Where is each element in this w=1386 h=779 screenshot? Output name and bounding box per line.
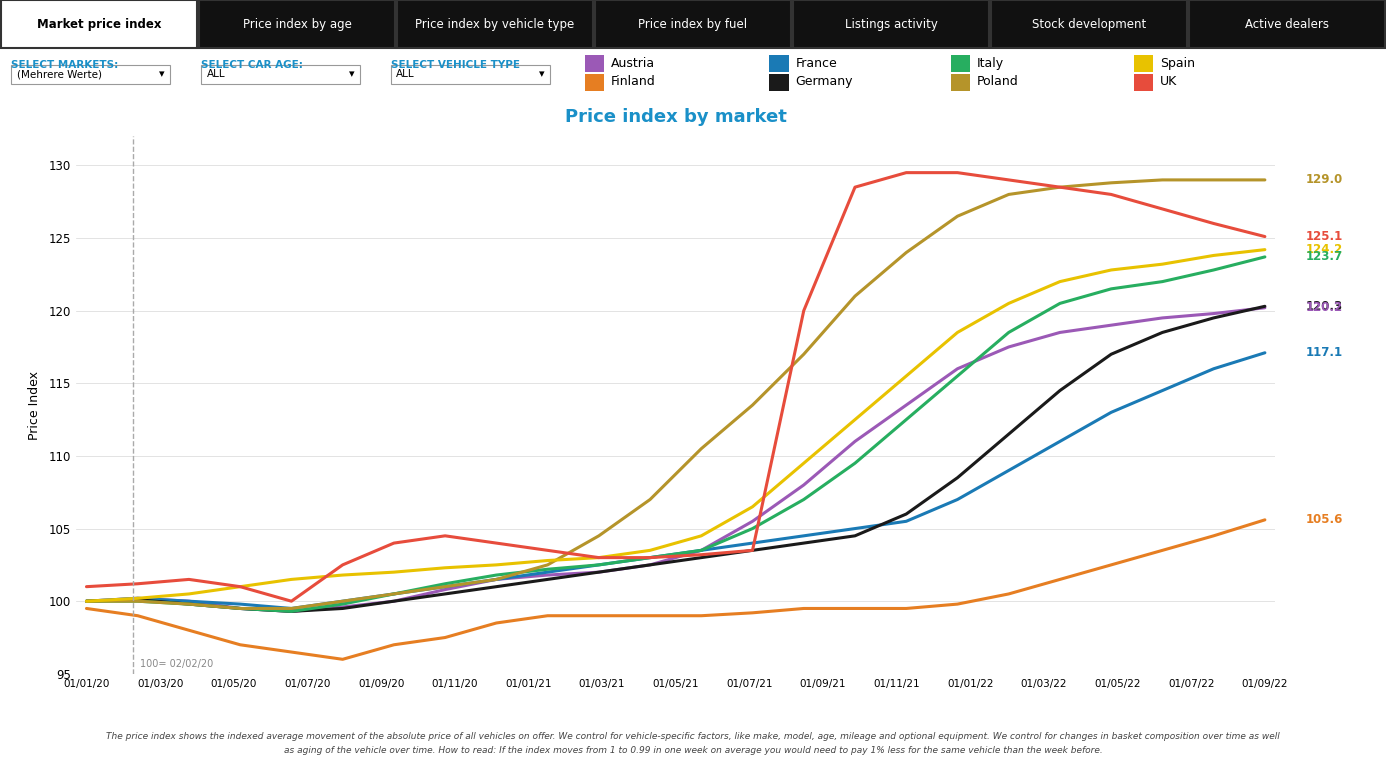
Title: Price index by market: Price index by market	[564, 108, 787, 126]
Text: 120.3: 120.3	[1306, 300, 1343, 313]
Text: Stock development: Stock development	[1031, 18, 1146, 30]
Text: ▾: ▾	[349, 69, 355, 79]
Text: SELECT CAR AGE:: SELECT CAR AGE:	[201, 61, 304, 70]
Text: France: France	[796, 57, 837, 69]
Text: 124.2: 124.2	[1306, 243, 1343, 256]
Text: Poland: Poland	[977, 76, 1019, 88]
Text: UK: UK	[1160, 76, 1177, 88]
Text: 120.2: 120.2	[1306, 301, 1343, 314]
Text: Price index by fuel: Price index by fuel	[639, 18, 747, 30]
Text: 125.1: 125.1	[1306, 230, 1343, 243]
Text: Germany: Germany	[796, 76, 852, 88]
Text: Market price index: Market price index	[37, 18, 161, 30]
Text: ALL: ALL	[207, 69, 225, 79]
Text: ▾: ▾	[539, 69, 545, 79]
Text: The price index shows the indexed average movement of the absolute price of all : The price index shows the indexed averag…	[107, 731, 1279, 741]
Text: (Mehrere Werte): (Mehrere Werte)	[17, 69, 101, 79]
Text: as aging of the vehicle over time. How to read: If the index moves from 1 to 0.9: as aging of the vehicle over time. How t…	[284, 746, 1102, 756]
Text: Spain: Spain	[1160, 57, 1195, 69]
Text: 105.6: 105.6	[1306, 513, 1343, 527]
Text: Finland: Finland	[611, 76, 656, 88]
Text: ▾: ▾	[159, 69, 165, 79]
Text: SELECT VEHICLE TYPE: SELECT VEHICLE TYPE	[391, 61, 520, 70]
Y-axis label: Price Index: Price Index	[28, 371, 40, 439]
Text: ALL: ALL	[396, 69, 414, 79]
Text: Active dealers: Active dealers	[1245, 18, 1329, 30]
Text: Austria: Austria	[611, 57, 656, 69]
Text: 123.7: 123.7	[1306, 250, 1343, 263]
Text: 100= 02/02/20: 100= 02/02/20	[140, 658, 213, 668]
Text: 117.1: 117.1	[1306, 347, 1343, 359]
Text: Price index by age: Price index by age	[243, 18, 352, 30]
Text: Price index by vehicle type: Price index by vehicle type	[416, 18, 575, 30]
Text: Listings activity: Listings activity	[844, 18, 937, 30]
Text: SELECT MARKETS:: SELECT MARKETS:	[11, 61, 118, 70]
Text: Italy: Italy	[977, 57, 1005, 69]
Text: 129.0: 129.0	[1306, 174, 1343, 186]
